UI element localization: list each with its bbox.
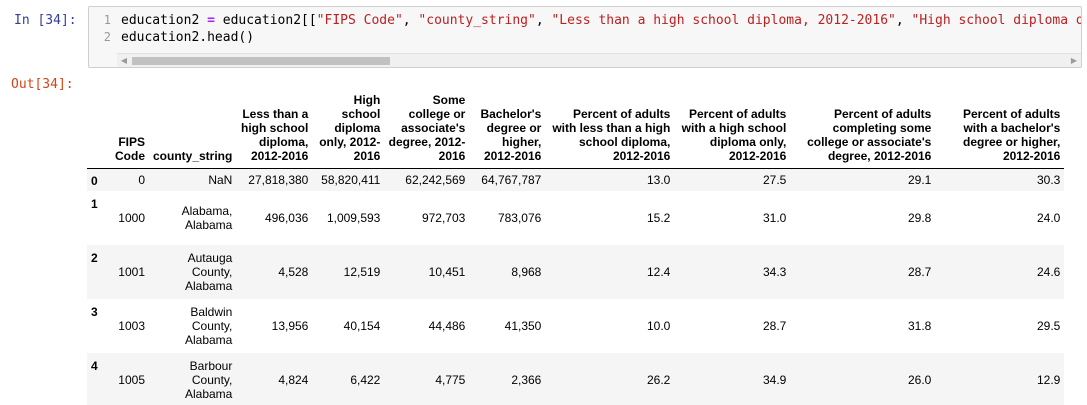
code-string: "High school diploma onl bbox=[911, 13, 1082, 28]
code-separator: , bbox=[402, 13, 419, 28]
row-index: 4 bbox=[87, 353, 111, 405]
table-cell: Autauga County, Alabama bbox=[149, 245, 237, 299]
code-line-1[interactable]: education2 = education2[["FIPS Code", "c… bbox=[121, 12, 1082, 29]
table-cell: 28.7 bbox=[790, 245, 936, 299]
horizontal-scrollbar[interactable]: ◀ ▶ bbox=[117, 53, 1081, 67]
table-cell: 44,486 bbox=[428, 319, 466, 333]
column-header: Bachelor's degree or higher, 2012-2016 bbox=[469, 90, 546, 169]
dataframe-table: FIPS Code county_string Less than a high… bbox=[87, 90, 1065, 405]
table-cell: 29.5 bbox=[1036, 319, 1061, 333]
code-operator: = bbox=[207, 13, 215, 28]
code-variable: education2 bbox=[121, 13, 208, 28]
table-cell: 12.4 bbox=[545, 245, 675, 299]
column-header: Percent of adults with a bachelor's degr… bbox=[935, 90, 1065, 169]
table-cell: 64,767,787 bbox=[469, 168, 546, 191]
code-cell-editor[interactable]: 1 2 education2 = education2[["FIPS Code"… bbox=[88, 6, 1082, 68]
table-cell: NaN bbox=[149, 168, 237, 191]
scroll-left-icon[interactable]: ◀ bbox=[120, 56, 128, 65]
code-line-2[interactable]: education2.head() bbox=[121, 30, 255, 45]
line-number: 1 bbox=[103, 13, 111, 27]
column-header: Less than a high school diploma, 2012-20… bbox=[236, 90, 313, 169]
output-prompt: Out[34]: bbox=[11, 77, 74, 92]
code-string: "FIPS Code" bbox=[316, 13, 403, 28]
column-header: county_string bbox=[149, 90, 237, 169]
table-cell: 31.0 bbox=[762, 211, 787, 225]
table-row: 2 1001 Autauga County, Alabama 4,528 12,… bbox=[87, 245, 1065, 299]
table-cell: 29.1 bbox=[790, 168, 936, 191]
code-separator: , bbox=[895, 13, 912, 28]
column-header: FIPS Code bbox=[111, 90, 149, 169]
table-cell: Alabama, Alabama bbox=[181, 204, 233, 232]
table-cell: 8,968 bbox=[469, 245, 546, 299]
table-cell: 12,519 bbox=[312, 245, 385, 299]
table-cell: 31.8 bbox=[907, 319, 932, 333]
table-cell: 26.2 bbox=[545, 353, 675, 405]
input-prompt: In [34]: bbox=[14, 13, 77, 28]
table-cell: 4,528 bbox=[236, 245, 313, 299]
table-cell: 2,366 bbox=[469, 353, 546, 405]
table-cell: 13,956 bbox=[271, 319, 309, 333]
table-cell: 783,076 bbox=[497, 211, 542, 225]
table-cell: 1,009,593 bbox=[326, 211, 381, 225]
table-cell: 27,818,380 bbox=[236, 168, 313, 191]
code-string: "county_string" bbox=[418, 13, 536, 28]
table-row: 0 0 NaN 27,818,380 58,820,411 62,242,569… bbox=[87, 168, 1065, 191]
table-cell: 13.0 bbox=[545, 168, 675, 191]
table-cell: 10.0 bbox=[646, 319, 671, 333]
code-variable: education2[[ bbox=[214, 13, 317, 28]
table-cell: 6,422 bbox=[312, 353, 385, 405]
column-header: Percent of adults completing some colleg… bbox=[790, 90, 936, 169]
table-cell: 34.3 bbox=[674, 245, 791, 299]
row-index: 1 bbox=[91, 197, 98, 211]
table-row: 1 1000 Alabama, Alabama 496,036 1,009,59… bbox=[87, 191, 1064, 245]
table-cell: 496,036 bbox=[264, 211, 309, 225]
table-cell: 30.3 bbox=[935, 168, 1065, 191]
table-cell: 10,451 bbox=[384, 245, 470, 299]
row-index: 3 bbox=[91, 305, 98, 319]
table-cell: Baldwin County, Alabama bbox=[184, 305, 233, 347]
row-index: 2 bbox=[87, 245, 111, 299]
table-cell: 62,242,569 bbox=[384, 168, 470, 191]
column-header: Percent of adults with a high school dip… bbox=[674, 90, 791, 169]
table-cell: 972,703 bbox=[421, 211, 466, 225]
table-cell: 15.2 bbox=[646, 211, 671, 225]
table-cell: 12.9 bbox=[935, 353, 1065, 405]
table-cell: 4,824 bbox=[236, 353, 313, 405]
column-header: Percent of adults with less than a high … bbox=[545, 90, 675, 169]
line-number: 2 bbox=[103, 30, 111, 44]
table-row: 4 1005 Barbour County, Alabama 4,824 6,4… bbox=[87, 353, 1065, 405]
table-cell: 1005 bbox=[111, 353, 149, 405]
column-header: High school diploma only, 2012-2016 bbox=[312, 90, 385, 169]
table-cell: 41,350 bbox=[504, 319, 542, 333]
table-cell: 1003 bbox=[118, 319, 145, 333]
table-row: 3 1003 Baldwin County, Alabama 13,956 40… bbox=[87, 299, 1064, 353]
table-header-row: FIPS Code county_string Less than a high… bbox=[87, 90, 1065, 169]
table-cell: 24.6 bbox=[935, 245, 1065, 299]
index-header bbox=[87, 90, 111, 169]
table-cell: 26.0 bbox=[790, 353, 936, 405]
table-cell: 24.0 bbox=[1036, 211, 1061, 225]
scroll-right-icon[interactable]: ▶ bbox=[1070, 56, 1078, 65]
table-cell: 1000 bbox=[118, 211, 145, 225]
table-cell: 29.8 bbox=[907, 211, 932, 225]
table-cell: Barbour County, Alabama bbox=[149, 353, 237, 405]
table-cell: 28.7 bbox=[762, 319, 787, 333]
code-separator: , bbox=[535, 13, 552, 28]
table-cell: 40,154 bbox=[343, 319, 381, 333]
table-cell: 34.9 bbox=[674, 353, 791, 405]
table-cell: 27.5 bbox=[674, 168, 791, 191]
line-number-gutter: 1 2 bbox=[89, 7, 117, 55]
row-index: 0 bbox=[87, 168, 111, 191]
table-cell: 1001 bbox=[111, 245, 149, 299]
table-cell: 4,775 bbox=[384, 353, 470, 405]
scrollbar-thumb[interactable] bbox=[132, 57, 390, 65]
table-cell: 58,820,411 bbox=[312, 168, 385, 191]
column-header: Some college or associate's degree, 2012… bbox=[384, 90, 470, 169]
code-string: "Less than a high school diploma, 2012-2… bbox=[551, 13, 896, 28]
table-cell: 0 bbox=[111, 168, 149, 191]
